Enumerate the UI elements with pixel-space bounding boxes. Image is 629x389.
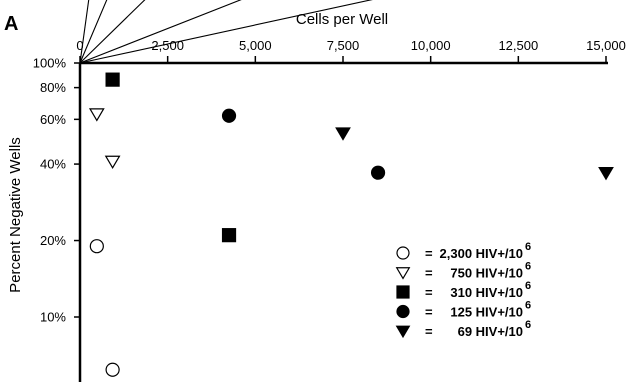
legend-superscript: 6: [525, 280, 531, 292]
x-tick-label: 2,500: [151, 38, 184, 53]
y-tick-label: 100%: [33, 56, 67, 71]
legend-label: 310 HIV+/10: [450, 285, 523, 300]
legend-equals: =: [425, 266, 433, 281]
legend-marker: [396, 304, 410, 319]
legend-superscript: 6: [525, 300, 531, 312]
y-tick-label: 10%: [40, 310, 66, 325]
data-point: [221, 108, 237, 123]
data-point: [370, 165, 386, 180]
x-tick-label: 10,000: [411, 38, 451, 53]
legend-superscript: 6: [525, 261, 531, 273]
data-point: [335, 127, 351, 141]
data-point: [89, 239, 104, 254]
data-point: [598, 166, 614, 181]
legend-marker: [396, 246, 410, 260]
y-tick-label: 40%: [40, 157, 66, 172]
fit-line: [79, 0, 242, 64]
x-tick-label: 7,500: [327, 38, 360, 53]
axes: 0 2,500 5,000 7,500 10,000 12,500 15,000 100% 80…: [33, 38, 626, 382]
data-point: [88, 108, 105, 122]
x-tick-label: 15,000: [586, 38, 626, 53]
legend-marker: [395, 267, 411, 280]
legend-superscript: 6: [525, 319, 531, 331]
legend-label: 125 HIV+/10: [450, 305, 523, 320]
y-tick-label: 20%: [40, 233, 66, 248]
legend-marker: [395, 325, 411, 339]
legend-label: 69 HIV+/10: [458, 324, 523, 339]
legend-marker: [396, 285, 410, 299]
legend-superscript: 6: [525, 241, 531, 253]
y-tick-label: 60%: [40, 112, 66, 127]
legend-label: 750 HIV+/10: [450, 266, 523, 281]
fit-line: [79, 0, 373, 64]
x-tick-label: 0: [76, 38, 83, 53]
fit-lines: [79, 0, 373, 64]
y-tick-label: 80%: [40, 80, 66, 95]
legend-equals: =: [425, 285, 433, 300]
legend: = 2,300 HIV+/10 6= 750 HIV+/10 6= 310 HIV+/10…: [395, 241, 531, 339]
x-tick-label: 5,000: [239, 38, 272, 53]
data-points: [88, 72, 614, 377]
data-point: [104, 155, 121, 170]
data-point: [221, 228, 237, 243]
legend-equals: =: [425, 246, 433, 261]
legend-label: 2,300 HIV+/10: [440, 246, 523, 261]
legend-equals: =: [425, 305, 433, 320]
x-axis-title: Cells per Well: [296, 11, 388, 28]
x-tick-label: 12,500: [498, 38, 538, 53]
y-axis-title: Percent Negative Wells: [7, 137, 24, 293]
legend-equals: =: [425, 324, 433, 339]
panel-label: A: [4, 13, 18, 35]
data-point: [105, 362, 120, 377]
data-point: [105, 72, 120, 87]
